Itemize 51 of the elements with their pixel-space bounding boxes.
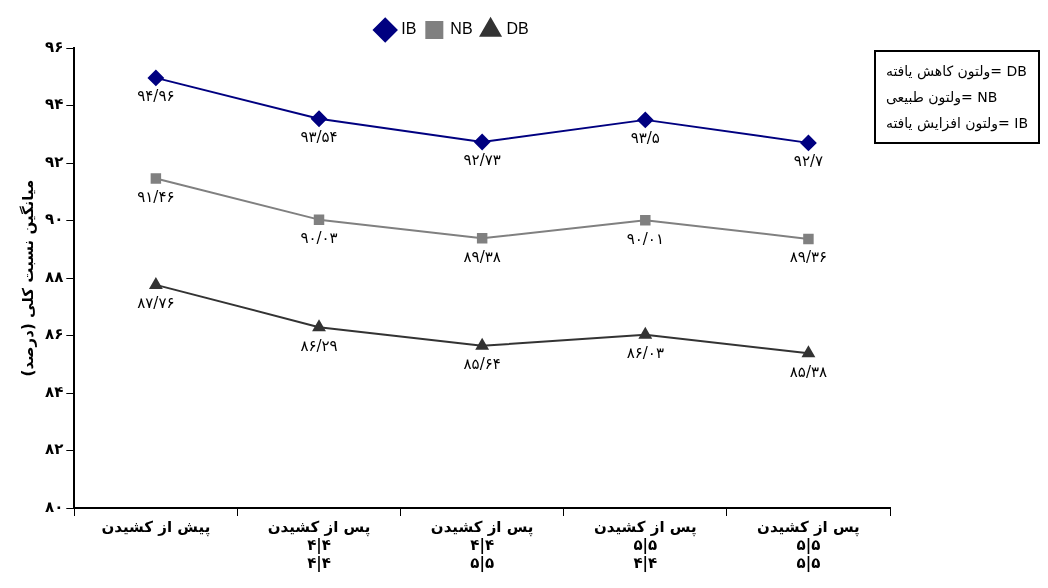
point (150, 173, 162, 184)
x-tick-label: پس از کشیدن ۵|۵ ۵|۵ (757, 517, 860, 573)
point (311, 110, 328, 127)
data-label: ۸۹/۳۸ (463, 247, 501, 266)
point (312, 320, 326, 332)
y-axis-title: میانگین نسبت کلی (درصد) (18, 179, 37, 377)
data-label: ۹۱/۴۶ (137, 187, 175, 206)
data-label: ۸۵/۶۴ (463, 355, 501, 374)
point (803, 233, 814, 245)
data-label: ۸۵/۳۸ (789, 362, 828, 381)
data-label: ۸۶/۰۳ (626, 344, 664, 363)
point (313, 214, 325, 225)
data-label: ۸۶/۲۹ (300, 336, 338, 355)
data-label: ۹۲/۷۳ (463, 151, 501, 170)
point (475, 338, 489, 350)
legend-label: NB (450, 20, 473, 38)
x-tick-label: پیش از کشیدن (101, 517, 211, 537)
data-label: ۹۳/۵ (630, 129, 660, 148)
annotation: ولتون طبیعی= NB (885, 88, 999, 108)
data-label: ۹۰/۰۱ (626, 229, 664, 248)
data-label: ۹۳/۵۴ (300, 128, 338, 147)
point (147, 69, 164, 86)
data-label: ۹۲/۷ (793, 152, 824, 171)
annotation: ولتون افزایش یافته= IB (885, 114, 1028, 134)
point (800, 134, 817, 151)
point (640, 214, 651, 226)
legend-label: DB (506, 20, 529, 38)
data-label: ۸۷/۷۶ (137, 294, 175, 313)
point (637, 111, 654, 128)
x-tick-label: پس از کشیدن ۴|۴ ۵|۵ (430, 517, 534, 573)
point (476, 233, 488, 244)
data-label: ۹۴/۹۶ (137, 87, 175, 106)
y-tick-label: ۹۲ (45, 152, 64, 171)
point (802, 346, 815, 358)
data-label: ۸۹/۳۶ (789, 248, 828, 267)
x-tick-label: پس از کشیدن ۵|۵ ۴|۴ (593, 517, 697, 573)
legend-label: IB (401, 20, 417, 38)
y-tick-label: ۹۰ (45, 210, 64, 229)
x-tick-label: پس از کشیدن ۴|۴ ۴|۴ (267, 517, 371, 573)
y-tick-label: ۹۶ (45, 37, 64, 56)
y-tick-label: ۸۶ (45, 325, 64, 344)
data-label: ۹۰/۰۳ (300, 229, 338, 248)
point (149, 277, 163, 289)
annotation: ولتون کاهش یافته= DB (885, 62, 1028, 82)
y-tick-label: ۸۸ (45, 267, 64, 286)
y-tick-label: ۹۴ (45, 95, 64, 114)
y-tick-label: ۸۴ (45, 382, 64, 401)
point (474, 134, 491, 151)
y-tick-label: ۸۲ (45, 440, 64, 459)
point (639, 327, 652, 339)
y-tick-label: ۸۰ (45, 497, 64, 516)
